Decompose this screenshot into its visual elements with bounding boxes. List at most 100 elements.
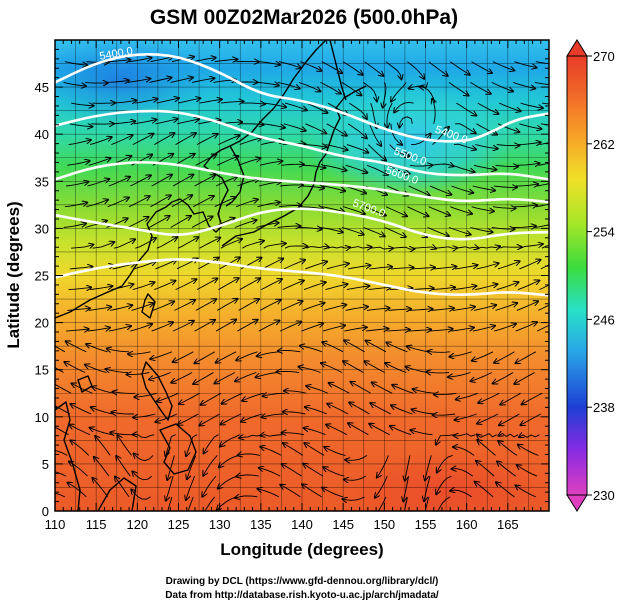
streamline xyxy=(215,177,237,187)
streamline xyxy=(301,323,324,332)
streamline xyxy=(91,407,113,415)
streamline xyxy=(377,496,387,511)
streamline xyxy=(492,207,516,209)
streamline xyxy=(323,467,345,477)
streamline xyxy=(55,382,72,394)
streamline xyxy=(370,102,377,128)
streamline xyxy=(88,307,111,311)
streamline xyxy=(534,81,549,86)
streamline xyxy=(436,475,452,494)
streamline xyxy=(242,241,264,249)
x-tick-label: 155 xyxy=(415,517,437,532)
streamline xyxy=(63,81,86,86)
streamline xyxy=(497,123,519,132)
streamline xyxy=(450,490,472,498)
streamline xyxy=(155,260,176,270)
streamline xyxy=(329,383,350,394)
streamline xyxy=(203,455,218,475)
streamline xyxy=(540,264,549,270)
streamline xyxy=(110,305,132,311)
streamline xyxy=(409,309,433,311)
streamline xyxy=(536,324,549,332)
streamline xyxy=(455,413,477,420)
streamline xyxy=(282,433,305,435)
x-tick-label: 145 xyxy=(332,517,354,532)
contour-5700 xyxy=(55,207,549,241)
streamline xyxy=(220,434,240,447)
streamline xyxy=(70,440,90,456)
streamline xyxy=(88,158,111,166)
streamline xyxy=(193,372,214,385)
credit-drawing: Drawing by DCL (https://www.gfd-dennou.o… xyxy=(166,576,439,587)
streamline xyxy=(429,329,453,331)
streamline xyxy=(278,205,302,206)
streamline xyxy=(133,120,156,125)
streamline xyxy=(115,477,130,498)
height-contours xyxy=(55,52,549,297)
streamline xyxy=(383,82,386,107)
streamline xyxy=(389,144,410,157)
streamline xyxy=(236,475,259,477)
streamline xyxy=(387,330,410,332)
streamline xyxy=(238,158,261,166)
contour-5800 xyxy=(55,258,549,297)
streamline xyxy=(152,301,174,311)
streamline xyxy=(327,404,349,415)
streamline xyxy=(491,228,515,230)
streamline xyxy=(302,165,326,167)
streamline xyxy=(363,82,377,101)
streamline xyxy=(413,247,436,249)
streamline xyxy=(283,260,305,270)
streamline xyxy=(364,206,386,216)
streamline xyxy=(364,61,384,76)
streamline xyxy=(66,182,88,187)
streamline xyxy=(85,82,108,83)
streamline xyxy=(324,164,346,170)
streamline xyxy=(195,155,217,166)
streamline xyxy=(453,447,475,456)
streamline xyxy=(364,361,385,373)
streamline xyxy=(237,179,259,187)
streamline xyxy=(452,164,475,172)
coast-japan xyxy=(221,85,367,247)
streamline xyxy=(370,247,393,249)
streamline xyxy=(345,307,368,311)
streamline xyxy=(156,237,178,249)
streamline xyxy=(520,102,543,108)
streamline xyxy=(127,373,150,375)
streamline xyxy=(170,216,191,228)
streamline xyxy=(217,156,238,166)
streamline xyxy=(179,392,200,404)
streamline xyxy=(434,247,457,249)
streamline xyxy=(534,224,549,228)
contour-5500 xyxy=(55,109,549,181)
streamline xyxy=(305,262,327,270)
streamline xyxy=(116,456,131,477)
streamline xyxy=(448,82,469,95)
streamline xyxy=(130,324,152,332)
streamline xyxy=(432,287,456,289)
streamline xyxy=(262,123,285,128)
streamline xyxy=(451,185,473,193)
streamline xyxy=(135,99,157,104)
streamline xyxy=(172,321,194,332)
streamline xyxy=(132,134,154,146)
streamline xyxy=(87,179,110,187)
streamline xyxy=(86,200,108,208)
streamline xyxy=(64,362,86,373)
streamline xyxy=(95,436,111,456)
y-axis: 0 5 10 15 20 25 30 35 40 45 xyxy=(35,39,549,519)
streamline xyxy=(366,164,388,175)
streamline xyxy=(259,468,281,477)
streamline xyxy=(196,134,218,145)
streamline xyxy=(128,352,151,354)
streamline xyxy=(344,327,366,332)
colorbar: 230 238 246 254 262 270 xyxy=(566,39,615,512)
streamline xyxy=(346,286,369,291)
streamline xyxy=(69,267,93,269)
streamline xyxy=(277,372,300,373)
streamline xyxy=(539,142,549,146)
streamline xyxy=(127,217,149,228)
streamline xyxy=(150,195,171,208)
